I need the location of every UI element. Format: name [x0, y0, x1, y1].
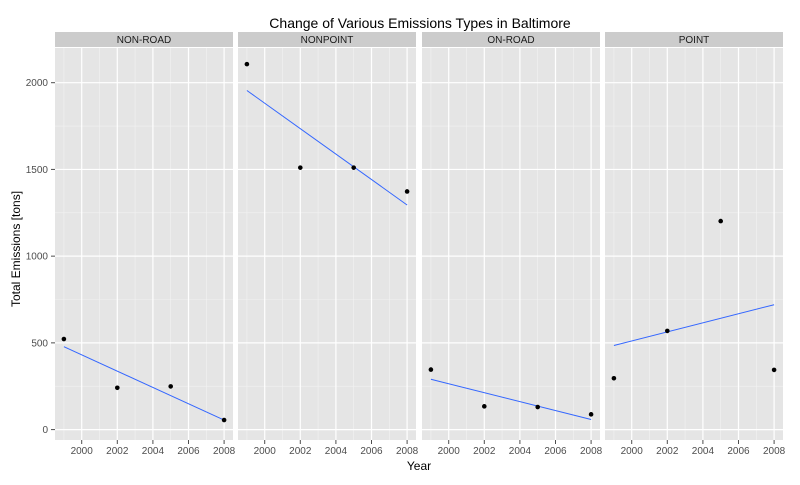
data-point	[482, 404, 487, 409]
y-axis: 0 500 1000 1500 2000	[26, 78, 55, 436]
x-tick-label: 2000	[71, 446, 94, 457]
facet-strip-label: NONPOINT	[301, 35, 354, 46]
facet-strip	[238, 32, 416, 47]
data-point	[535, 404, 540, 410]
x-tick-label: 2008	[763, 446, 786, 457]
trend-line	[613, 304, 775, 346]
y-tick-label: 1000	[26, 252, 49, 263]
y-tick-label: 1500	[26, 165, 49, 176]
trend-line	[63, 346, 225, 421]
facet-on-road: ON-ROAD 2000 2002 2004 2006 2008	[422, 32, 603, 457]
y-tick-label: 2000	[26, 78, 49, 89]
panel-background	[605, 48, 783, 440]
y-tick-label: 500	[31, 338, 48, 349]
y-tick-label: 0	[42, 425, 48, 436]
data-point	[611, 375, 617, 381]
x-axis-title: Year	[407, 459, 431, 473]
data-point	[718, 218, 723, 224]
facet-strip-label: NON-ROAD	[117, 35, 171, 46]
facet-strip-label: ON-ROAD	[487, 35, 534, 46]
data-point	[244, 61, 250, 67]
data-point	[404, 189, 410, 194]
x-tick-label: 2002	[656, 446, 679, 457]
x-tick-label: 2004	[692, 446, 715, 457]
data-point	[298, 165, 303, 170]
facet-strip	[605, 32, 783, 47]
data-point	[771, 367, 777, 373]
x-tick-label: 2004	[509, 446, 532, 457]
facet-panels: NON-ROAD 2000 2002 2004 2006 2008 NONPOINT 2000…	[55, 32, 786, 457]
trend-line	[430, 378, 592, 421]
x-tick-label: 2006	[544, 446, 567, 457]
facet-strip	[55, 32, 233, 47]
chart-title: Change of Various Emissions Types in Bal…	[269, 15, 571, 31]
panel-background	[422, 48, 600, 440]
x-tick-label: 2006	[727, 446, 750, 457]
facet-strip	[422, 32, 600, 47]
panel-background	[238, 48, 416, 440]
x-tick-label: 2002	[473, 446, 496, 457]
x-tick-label: 2004	[142, 446, 165, 457]
facet-non-road: NON-ROAD 2000 2002 2004 2006 2008	[55, 32, 236, 457]
x-tick-label: 2006	[360, 446, 383, 457]
facet-strip-label: POINT	[679, 35, 710, 46]
x-tick-label: 2008	[213, 446, 236, 457]
x-tick-label: 2000	[254, 446, 277, 457]
x-tick-label: 2006	[177, 446, 200, 457]
x-tick-label: 2002	[289, 446, 312, 457]
data-point	[351, 165, 357, 170]
data-point	[588, 412, 594, 417]
trend-line	[246, 90, 408, 206]
y-axis-title: Total Emissions [tons]	[9, 191, 23, 307]
panel-background	[55, 48, 233, 440]
data-point	[665, 328, 670, 334]
data-point	[115, 385, 120, 391]
data-point	[61, 336, 67, 342]
x-tick-label: 2000	[438, 446, 461, 457]
x-tick-label: 2008	[580, 446, 603, 457]
data-point	[221, 417, 227, 423]
facet-nonpoint: NONPOINT 2000 2002 2004 2006 2008	[238, 32, 419, 457]
x-tick-label: 2004	[325, 446, 348, 457]
facet-point: POINT 2000 2002 2004 2006 2008	[605, 32, 786, 457]
x-tick-label: 2000	[621, 446, 644, 457]
data-point	[428, 367, 434, 372]
data-point	[168, 384, 173, 389]
x-tick-label: 2002	[106, 446, 129, 457]
x-tick-label: 2008	[396, 446, 419, 457]
